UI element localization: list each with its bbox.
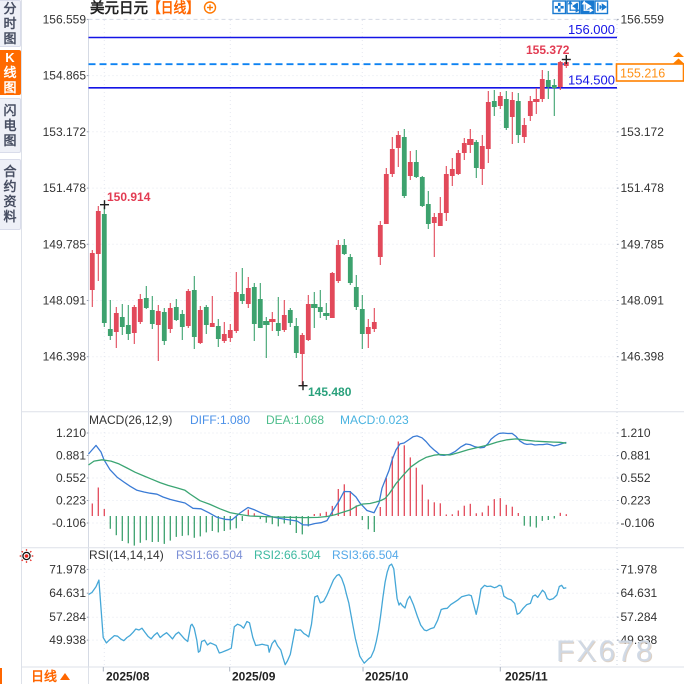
svg-text:149.785: 149.785	[43, 237, 87, 251]
svg-text:145.480: 145.480	[308, 385, 352, 399]
svg-text:0.552: 0.552	[621, 471, 651, 485]
svg-text:49.938: 49.938	[621, 633, 658, 647]
svg-text:155.216: 155.216	[620, 67, 665, 81]
svg-text:151.478: 151.478	[621, 181, 665, 195]
svg-text:153.172: 153.172	[621, 125, 665, 139]
svg-text:64.631: 64.631	[621, 586, 658, 600]
svg-text:MACD(26,12,9): MACD(26,12,9)	[89, 413, 172, 427]
svg-text:0.223: 0.223	[621, 494, 651, 508]
svg-text:-0.106: -0.106	[621, 516, 655, 530]
svg-text:1.210: 1.210	[621, 426, 651, 440]
svg-text:57.284: 57.284	[49, 610, 86, 624]
svg-text:154.500: 154.500	[568, 73, 615, 88]
svg-text:148.091: 148.091	[43, 294, 87, 308]
svg-text:MACD:0.023: MACD:0.023	[340, 413, 409, 427]
svg-text:2025/10: 2025/10	[365, 670, 409, 684]
svg-text:71.978: 71.978	[49, 562, 86, 576]
svg-text:155.372: 155.372	[526, 43, 570, 57]
svg-text:151.478: 151.478	[43, 181, 87, 195]
svg-text:2025/09: 2025/09	[232, 670, 276, 684]
svg-text:146.398: 146.398	[621, 350, 665, 364]
svg-text:57.284: 57.284	[621, 610, 658, 624]
svg-text:FX678: FX678	[557, 636, 655, 669]
svg-text:156.000: 156.000	[568, 22, 615, 37]
svg-text:RSI(14,14,14): RSI(14,14,14)	[89, 548, 164, 562]
svg-text:0.881: 0.881	[621, 449, 651, 463]
svg-text:【日线】: 【日线】	[148, 0, 199, 17]
svg-text:0.881: 0.881	[56, 449, 86, 463]
svg-text:64.631: 64.631	[49, 586, 86, 600]
svg-text:148.091: 148.091	[621, 294, 665, 308]
svg-text:150.914: 150.914	[107, 190, 151, 204]
svg-text:2025/11: 2025/11	[505, 670, 548, 684]
svg-text:美元日元: 美元日元	[90, 0, 148, 17]
svg-text:FX678: FX678	[556, 635, 654, 668]
svg-text:49.938: 49.938	[49, 633, 86, 647]
svg-text:DIFF:1.080: DIFF:1.080	[190, 413, 250, 427]
svg-text:RSI2:66.504: RSI2:66.504	[254, 548, 321, 562]
svg-text:146.398: 146.398	[43, 350, 87, 364]
svg-text:1.210: 1.210	[56, 426, 86, 440]
svg-text:0.223: 0.223	[56, 494, 86, 508]
svg-text:0.552: 0.552	[56, 471, 86, 485]
svg-text:156.559: 156.559	[43, 12, 87, 26]
svg-text:154.865: 154.865	[43, 69, 87, 83]
svg-text:71.978: 71.978	[621, 562, 658, 576]
svg-text:RSI3:66.504: RSI3:66.504	[332, 548, 399, 562]
svg-text:149.785: 149.785	[621, 237, 665, 251]
svg-text:日线: 日线	[31, 669, 57, 684]
svg-text:153.172: 153.172	[43, 125, 87, 139]
svg-text:-0.106: -0.106	[52, 516, 86, 530]
svg-text:2025/08: 2025/08	[106, 670, 150, 684]
svg-text:DEA:1.068: DEA:1.068	[266, 413, 324, 427]
svg-text:156.559: 156.559	[621, 12, 665, 26]
svg-text:RSI1:66.504: RSI1:66.504	[176, 548, 243, 562]
